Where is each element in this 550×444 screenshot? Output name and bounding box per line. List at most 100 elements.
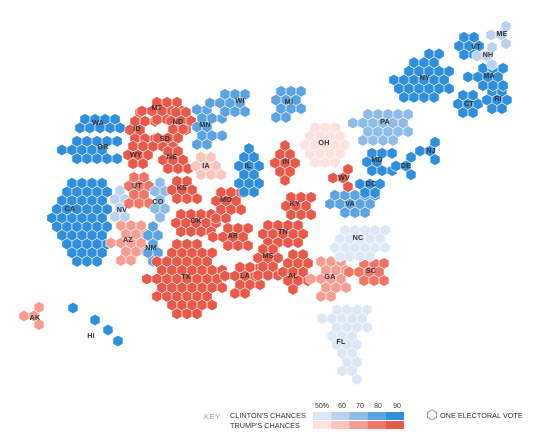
electoral-vote-hex [67,301,79,315]
state-ri [481,85,513,115]
state-in [269,139,301,187]
state-nc [329,224,391,263]
electoral-vote-hex [429,153,441,166]
electoral-vote-hex [485,28,497,42]
electoral-vote-hex [81,152,93,165]
state-label-co: CO [152,197,163,206]
electoral-vote-hex [377,134,389,147]
state-label-mo: MO [220,195,232,204]
state-ne [157,145,194,175]
state-label-ma: MA [483,71,495,80]
state-label-nv: NV [117,205,127,214]
electoral-vote-hex [195,225,207,238]
electoral-vote-hex [101,152,113,165]
state-label-az: AZ [123,235,133,244]
state-label-hi: HI [87,331,95,340]
electoral-vote-hex [315,290,327,303]
electoral-vote-hex [280,111,292,124]
electoral-vote-hex [191,192,203,205]
electoral-vote-hex-icon [427,409,437,421]
state-mn [191,103,228,151]
state-ct [452,89,484,119]
state-label-or: OR [97,142,109,151]
electoral-vote-hex [171,192,183,205]
state-label-mt: MT [152,103,163,112]
state-md [361,147,398,177]
electoral-vote-hex [359,186,371,199]
state-label-ri: RI [494,94,502,103]
electoral-vote-hex [127,157,139,170]
electoral-vote-hex [344,250,356,263]
key-tick-50: 50% [315,403,329,410]
electoral-vote-hex [222,239,234,252]
electoral-vote-hex [81,255,93,268]
electoral-vote-hex [206,298,218,312]
electoral-vote-hex [18,309,30,323]
state-ny [388,47,455,104]
state-label-ct: CT [464,99,474,108]
state-nv [109,184,131,232]
electoral-vote-hex [287,283,299,296]
electoral-vote-hex [486,102,498,115]
electoral-vote-hex [111,152,123,165]
electoral-vote-hex [361,321,373,334]
state-hi [67,301,124,348]
electoral-vote-hex [191,307,203,320]
state-label-ms: MS [262,251,273,260]
state-dc [354,177,386,199]
state-label-id: ID [133,124,141,133]
electoral-vote-hex [295,102,307,115]
key-swatch-trump-2 [349,421,368,429]
state-label-md: MD [371,155,383,164]
state-label-tx: TX [181,272,191,281]
state-label-in: IN [282,157,290,166]
state-az [105,219,152,267]
electoral-vote-hex [378,274,390,287]
electoral-vote-hex [162,162,174,175]
state-label-ks: KS [177,183,187,192]
electoral-vote-hex [349,206,361,219]
state-pa [347,108,414,147]
state-il [233,142,265,199]
electoral-vote-hex [379,241,391,254]
electoral-vote-hex [104,121,116,135]
electoral-vote-hex [292,236,304,249]
key-swatch-clinton-2 [349,412,368,420]
electoral-vote-hex [390,159,402,173]
electoral-vote-hex [443,82,455,95]
state-label-wi: WI [235,96,244,105]
electoral-vote-hex [486,58,498,71]
electoral-vote-hex [33,318,45,331]
key-swatch-clinton-4 [385,412,404,420]
key-swatch-clinton-3 [367,412,386,420]
electoral-vote-hex [175,225,187,238]
electoral-vote-hex [210,212,222,225]
state-label-mi: MI [285,97,293,106]
electoral-vote-hex [229,287,241,300]
state-label-va: VA [345,199,355,208]
electoral-vote-hex [137,157,149,170]
electoral-vote-hex [262,269,274,282]
state-wv [327,163,354,193]
electoral-vote-hex [232,239,244,252]
electoral-vote-hex [74,121,86,135]
electoral-vote-hex [191,138,203,151]
electoral-vote-hex [172,162,184,175]
electoral-vote-hex [477,79,489,92]
electoral-vote-hex [248,185,260,199]
electoral-vote-hex [462,70,474,84]
state-label-il: IL [245,161,252,170]
state-label-ky: KY [290,199,300,208]
state-wa [74,113,126,135]
electoral-vote-hex [91,255,103,268]
electoral-vote-hex [219,269,231,283]
key-swatch-trump-1 [331,421,350,429]
electoral-vote-hex [111,135,123,148]
state-label-ut: UT [132,181,142,190]
state-label-pa: PA [380,117,390,126]
electoral-vote-hex [252,269,264,282]
map-key: KEY CLINTON'S CHANCES TRUMP'S CHANCES 50… [204,403,523,430]
state-la [219,261,266,300]
state-label-nj: NJ [426,146,436,155]
